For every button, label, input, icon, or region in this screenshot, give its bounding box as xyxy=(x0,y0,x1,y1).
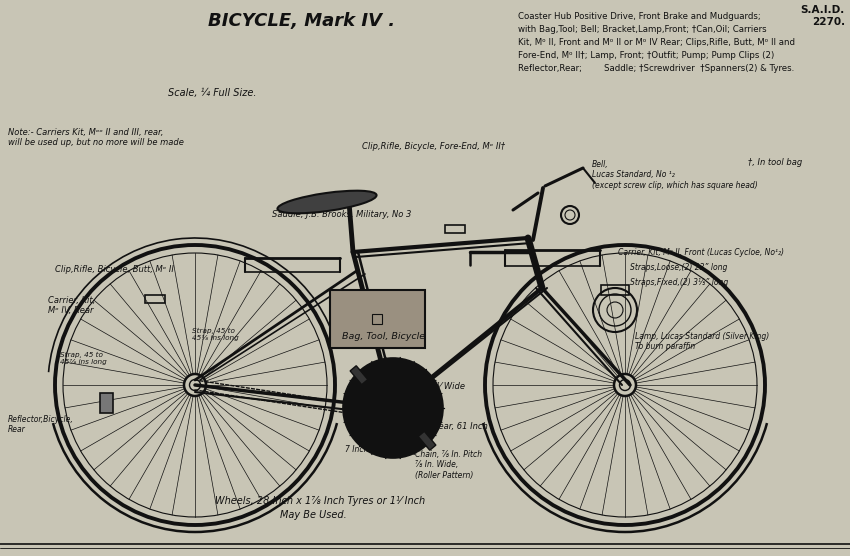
Text: Gear, 61 Inch .: Gear, 61 Inch . xyxy=(432,422,493,431)
Text: Chain, ⅞ In. Pitch
⅞ In. Wide,
(Roller Pattern): Chain, ⅞ In. Pitch ⅞ In. Wide, (Roller P… xyxy=(415,450,482,480)
Text: Straps,Fixed,(2) 3⅕” long: Straps,Fixed,(2) 3⅕” long xyxy=(630,278,728,287)
Text: Fore-End, Mᵒ II†; Lamp, Front; †Outfit; Pump; Pump Clips (2): Fore-End, Mᵒ II†; Lamp, Front; †Outfit; … xyxy=(518,51,774,60)
Bar xyxy=(372,314,382,324)
Text: †, In tool bag: †, In tool bag xyxy=(748,158,802,167)
Text: with Bag,Tool; Bell; Bracket,Lamp,Front; †Can,Oil; Carriers: with Bag,Tool; Bell; Bracket,Lamp,Front;… xyxy=(518,25,767,34)
Text: Bag, Tool, Bicycle: Bag, Tool, Bicycle xyxy=(342,332,425,341)
Bar xyxy=(350,366,368,385)
Text: BICYCLE, Mark IV .: BICYCLE, Mark IV . xyxy=(208,12,395,30)
Bar xyxy=(145,295,165,303)
Bar xyxy=(330,290,425,348)
Text: May Be Used.: May Be Used. xyxy=(280,510,347,520)
Text: Saddle, J.B. Brooks, Military, No 3: Saddle, J.B. Brooks, Military, No 3 xyxy=(272,210,411,219)
Circle shape xyxy=(343,358,443,458)
Text: Scale, ¼ Full Size.: Scale, ¼ Full Size. xyxy=(168,88,257,98)
Text: S.A.I.D.
2270.: S.A.I.D. 2270. xyxy=(801,5,845,27)
Text: Carrier, Kit, Mᵒ II, Front (Lucas Cycloe, No¹₂): Carrier, Kit, Mᵒ II, Front (Lucas Cycloe… xyxy=(618,248,784,257)
Ellipse shape xyxy=(277,191,377,214)
Bar xyxy=(418,431,436,450)
Text: Clip,Rifle, Bicycle, Butt, Mᵒ II: Clip,Rifle, Bicycle, Butt, Mᵒ II xyxy=(55,265,174,274)
Bar xyxy=(100,393,113,413)
Text: Reflector,Rear;        Saddle; †Screwdriver  †Spanners(2) & Tyres.: Reflector,Rear; Saddle; †Screwdriver †Sp… xyxy=(518,64,794,73)
Text: Clip,Rifle, Bicycle, Fore-End, Mᵒ II†: Clip,Rifle, Bicycle, Fore-End, Mᵒ II† xyxy=(362,142,505,151)
Text: Straps,Loose,(2) 23” long: Straps,Loose,(2) 23” long xyxy=(630,263,728,272)
Bar xyxy=(445,225,465,233)
Text: Bell,
Lucas Standard, No ¹₂
(except screw clip, which has square head): Bell, Lucas Standard, No ¹₂ (except scre… xyxy=(592,160,757,190)
Text: Coaster Hub Positive Drive, Front Brake and Mudguards;: Coaster Hub Positive Drive, Front Brake … xyxy=(518,12,761,21)
Text: Strap, 45 to
45⅞ ins long: Strap, 45 to 45⅞ ins long xyxy=(192,328,239,341)
Text: 7 Inch Cranks: 7 Inch Cranks xyxy=(345,445,397,454)
Text: Carrier, Kit,
Mᵒ IV, Rear: Carrier, Kit, Mᵒ IV, Rear xyxy=(48,296,95,315)
Text: Reflector,Bicycle,
Rear: Reflector,Bicycle, Rear xyxy=(8,415,74,434)
Text: Note:- Carriers Kit, Mᵒᵒ II and III, rear,
will be used up, but no more will be : Note:- Carriers Kit, Mᵒᵒ II and III, rea… xyxy=(8,128,184,147)
Text: Wheels, 28 Inch x 1⅞ Inch Tyres or 1⅟ Inch: Wheels, 28 Inch x 1⅞ Inch Tyres or 1⅟ In… xyxy=(215,496,425,506)
Bar xyxy=(601,285,629,295)
Text: Lamp, Lucas Standard (Silver King)
To burn paraffin: Lamp, Lucas Standard (Silver King) To bu… xyxy=(635,332,769,351)
Text: Kit, Mᵒ II, Front and Mᵒ II or Mᵒ IV Rear; Clips,Rifle, Butt, Mᵒ II and: Kit, Mᵒ II, Front and Mᵒ II or Mᵒ IV Rea… xyxy=(518,38,795,47)
Text: Strap, 45 to
45⅞ ins long: Strap, 45 to 45⅞ ins long xyxy=(60,352,107,365)
Text: Rubber Pedals 4⅟ Wide: Rubber Pedals 4⅟ Wide xyxy=(368,382,465,391)
